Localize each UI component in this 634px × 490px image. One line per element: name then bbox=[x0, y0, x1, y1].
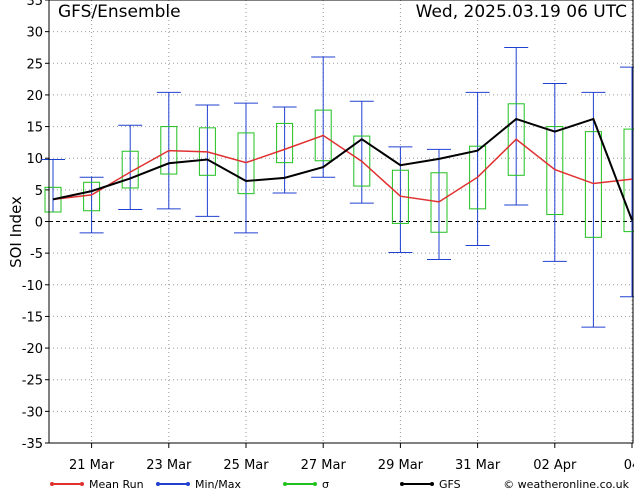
sigma-box bbox=[44, 186, 62, 213]
sigma-box bbox=[507, 103, 525, 176]
y-tick-label: -10 bbox=[22, 279, 43, 294]
x-tick-label: 21 Mar bbox=[69, 458, 115, 473]
gfs-line bbox=[52, 117, 633, 221]
plot-frame bbox=[48, 0, 634, 444]
sigma-box bbox=[469, 145, 487, 210]
y-axis-label: SOI Index bbox=[7, 196, 25, 268]
legend-dot bbox=[313, 482, 317, 486]
sigma-box bbox=[121, 150, 139, 189]
legend-dot bbox=[186, 482, 190, 486]
y-axis-ticks: -35 -30 -25 -20 -15 -10 -5 0 5 10 15 20 25 30 35 bbox=[22, 0, 49, 452]
legend-dot bbox=[400, 482, 404, 486]
y-tick-label: 5 bbox=[35, 184, 43, 199]
x-tick-label: 02 Apr bbox=[533, 458, 577, 473]
sigma-box bbox=[276, 122, 294, 164]
legend-label: Min/Max bbox=[195, 478, 241, 490]
x-tick-label: 23 Mar bbox=[146, 458, 192, 473]
legend-dot bbox=[156, 482, 160, 486]
y-tick-label: 0 bbox=[35, 216, 43, 231]
sigma-box bbox=[314, 109, 332, 162]
x-tick-label: 25 Mar bbox=[223, 458, 269, 473]
y-tick-label: 25 bbox=[26, 57, 43, 72]
run-datetime: Wed, 2025.03.19 06 UTC bbox=[416, 2, 627, 22]
legend-label: GFS bbox=[439, 478, 461, 490]
y-tick-label: 35 bbox=[26, 0, 43, 9]
mean-run-line bbox=[52, 134, 633, 203]
legend-label: σ bbox=[322, 478, 329, 490]
y-tick-label: -25 bbox=[22, 374, 43, 389]
legend-dot bbox=[80, 482, 84, 486]
x-tick-label: 31 Mar bbox=[455, 458, 501, 473]
y-tick-label: -20 bbox=[22, 342, 43, 357]
x-axis-ticks: 21 Mar 23 Mar 25 Mar 27 Mar 29 Mar 31 Mar 02 A… bbox=[69, 443, 634, 473]
sigma-box bbox=[430, 172, 448, 233]
source-credit: © weatheronline.co.uk bbox=[503, 478, 629, 490]
y-tick-label: 15 bbox=[26, 121, 43, 136]
plot-area bbox=[41, 46, 634, 328]
legend-dot bbox=[283, 482, 287, 486]
sigma-box bbox=[546, 126, 564, 216]
legend-label: Mean Run bbox=[89, 478, 144, 490]
x-tick-label: 27 Mar bbox=[301, 458, 347, 473]
legend-dot bbox=[430, 482, 434, 486]
y-tick-label: -5 bbox=[30, 247, 43, 262]
y-tick-label: -35 bbox=[22, 437, 43, 452]
x-tick-label: 29 Mar bbox=[378, 458, 424, 473]
y-tick-label: -30 bbox=[22, 405, 43, 420]
legend: Mean Run Min/Max σ GFS bbox=[50, 478, 461, 490]
y-tick-label: -15 bbox=[22, 310, 43, 325]
sigma-box bbox=[353, 135, 371, 187]
y-tick-label: 10 bbox=[26, 152, 43, 167]
sigma-box bbox=[584, 131, 602, 238]
chart-title: GFS/Ensemble bbox=[58, 2, 181, 22]
grid-lines bbox=[49, 0, 633, 443]
sigma-box bbox=[237, 132, 255, 195]
legend-dot bbox=[50, 482, 54, 486]
y-tick-label: 30 bbox=[26, 26, 43, 41]
x-tick-label: 04 bbox=[624, 458, 634, 473]
y-tick-label: 20 bbox=[26, 89, 43, 104]
